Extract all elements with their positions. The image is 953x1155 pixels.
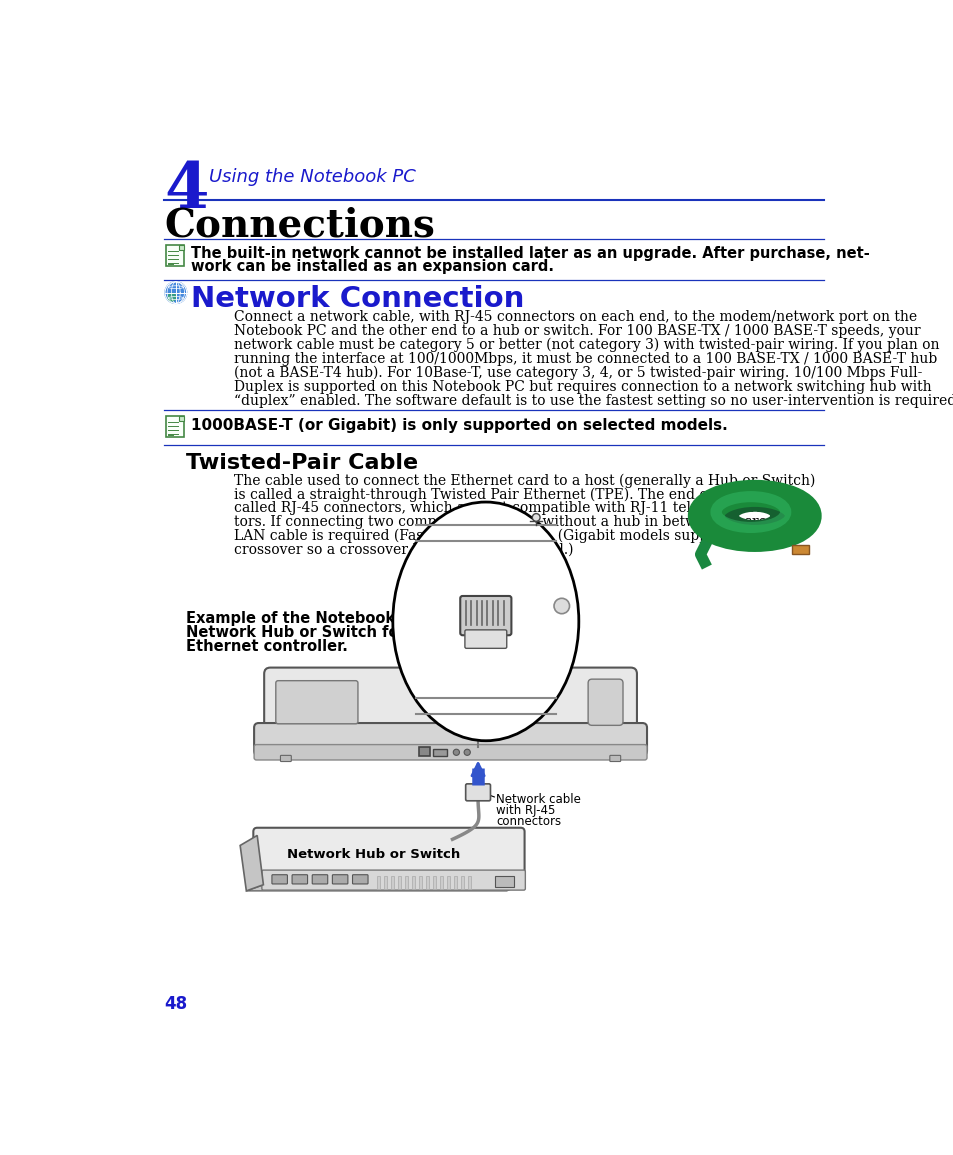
FancyBboxPatch shape [439,877,443,888]
Polygon shape [240,835,263,891]
Text: 1000BASE-T (or Gigabit) is only supported on selected models.: 1000BASE-T (or Gigabit) is only supporte… [191,418,726,433]
FancyBboxPatch shape [609,755,620,761]
FancyBboxPatch shape [332,874,348,884]
FancyBboxPatch shape [418,877,422,888]
Text: Example of the Notebook PC connected to a: Example of the Notebook PC connected to … [186,611,549,626]
FancyBboxPatch shape [275,680,357,724]
Text: LAN cable is required (Fast-Ethernet model). (Gigabit models support auto-: LAN cable is required (Fast-Ethernet mod… [233,529,768,543]
Text: network cable must be category 5 or better (not category 3) with twisted-pair wi: network cable must be category 5 or bett… [233,337,939,352]
FancyBboxPatch shape [464,629,506,648]
FancyBboxPatch shape [253,745,646,760]
FancyBboxPatch shape [280,755,291,761]
FancyBboxPatch shape [253,828,524,878]
Text: with RJ-45: with RJ-45 [496,804,555,817]
FancyBboxPatch shape [377,877,380,888]
Circle shape [453,750,459,755]
Text: 48: 48 [164,994,187,1013]
FancyBboxPatch shape [412,877,415,888]
FancyBboxPatch shape [397,877,401,888]
FancyBboxPatch shape [312,874,328,884]
FancyBboxPatch shape [433,877,436,888]
Text: work can be installed as an expansion card.: work can be installed as an expansion ca… [191,259,553,274]
Text: Duplex is supported on this Notebook PC but requires connection to a network swi: Duplex is supported on this Notebook PC … [233,380,930,394]
Text: called RJ-45 connectors, which are not compatible with RJ-11 telephone connec-: called RJ-45 connectors, which are not c… [233,501,801,515]
FancyBboxPatch shape [292,874,307,884]
FancyBboxPatch shape [272,874,287,884]
FancyBboxPatch shape [384,877,387,888]
FancyBboxPatch shape [460,877,464,888]
FancyBboxPatch shape [459,596,511,635]
FancyBboxPatch shape [791,545,808,554]
FancyBboxPatch shape [353,874,368,884]
FancyBboxPatch shape [418,747,430,755]
Text: Network cable: Network cable [496,793,580,806]
Text: tors. If connecting two computers together without a hub in between, a crossover: tors. If connecting two computers togeth… [233,515,812,529]
FancyBboxPatch shape [264,668,637,738]
Text: connectors: connectors [496,814,560,828]
FancyBboxPatch shape [166,416,184,438]
Text: The cable used to connect the Ethernet card to a host (generally a Hub or Switch: The cable used to connect the Ethernet c… [233,474,815,487]
FancyBboxPatch shape [468,877,471,888]
FancyBboxPatch shape [447,877,450,888]
Circle shape [532,514,539,521]
Text: running the interface at 100/1000Mbps, it must be connected to a 100 BASE-TX / 1: running the interface at 100/1000Mbps, i… [233,351,936,366]
FancyBboxPatch shape [454,877,456,888]
Text: crossover so a crossover LAN cable is optional.): crossover so a crossover LAN cable is op… [233,543,573,557]
Circle shape [464,750,470,755]
FancyBboxPatch shape [587,679,622,725]
Text: Twisted-Pair Cable: Twisted-Pair Cable [186,453,417,472]
Text: Network Hub or Switch: Network Hub or Switch [287,848,459,860]
FancyBboxPatch shape [405,877,408,888]
Polygon shape [246,885,520,891]
Polygon shape [179,416,184,422]
Text: 4: 4 [164,161,209,221]
Circle shape [165,282,187,304]
FancyBboxPatch shape [166,245,184,267]
Text: Connect a network cable, with RJ-45 connectors on each end, to the modem/network: Connect a network cable, with RJ-45 conn… [233,310,916,323]
Circle shape [168,293,175,301]
Text: Network Hub or Switch for use with the built-in: Network Hub or Switch for use with the b… [186,625,578,640]
Text: The built-in network cannot be installed later as an upgrade. After purchase, ne: The built-in network cannot be installed… [191,246,868,261]
FancyBboxPatch shape [261,870,525,891]
FancyBboxPatch shape [495,877,513,887]
Text: is called a straight-through Twisted Pair Ethernet (TPE). The end connectors are: is called a straight-through Twisted Pai… [233,487,804,501]
FancyBboxPatch shape [253,723,646,755]
Text: Network Connection: Network Connection [191,285,523,313]
Text: Connections: Connections [164,207,435,245]
Text: (not a BASE-T4 hub). For 10Base-T, use category 3, 4, or 5 twisted-pair wiring. : (not a BASE-T4 hub). For 10Base-T, use c… [233,366,922,380]
Polygon shape [179,245,184,251]
FancyBboxPatch shape [426,877,429,888]
FancyBboxPatch shape [433,748,447,755]
Ellipse shape [393,502,578,740]
Circle shape [554,598,569,613]
Text: “duplex” enabled. The software default is to use the fastest setting so no user-: “duplex” enabled. The software default i… [233,394,953,408]
FancyBboxPatch shape [465,784,490,800]
FancyBboxPatch shape [391,877,394,888]
Text: Ethernet controller.: Ethernet controller. [186,639,348,654]
Text: Notebook PC and the other end to a hub or switch. For 100 BASE-TX / 1000 BASE-T : Notebook PC and the other end to a hub o… [233,323,920,337]
Text: Using the Notebook PC: Using the Notebook PC [209,167,416,186]
